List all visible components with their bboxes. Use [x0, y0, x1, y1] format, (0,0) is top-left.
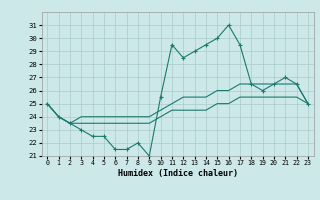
- X-axis label: Humidex (Indice chaleur): Humidex (Indice chaleur): [118, 169, 237, 178]
